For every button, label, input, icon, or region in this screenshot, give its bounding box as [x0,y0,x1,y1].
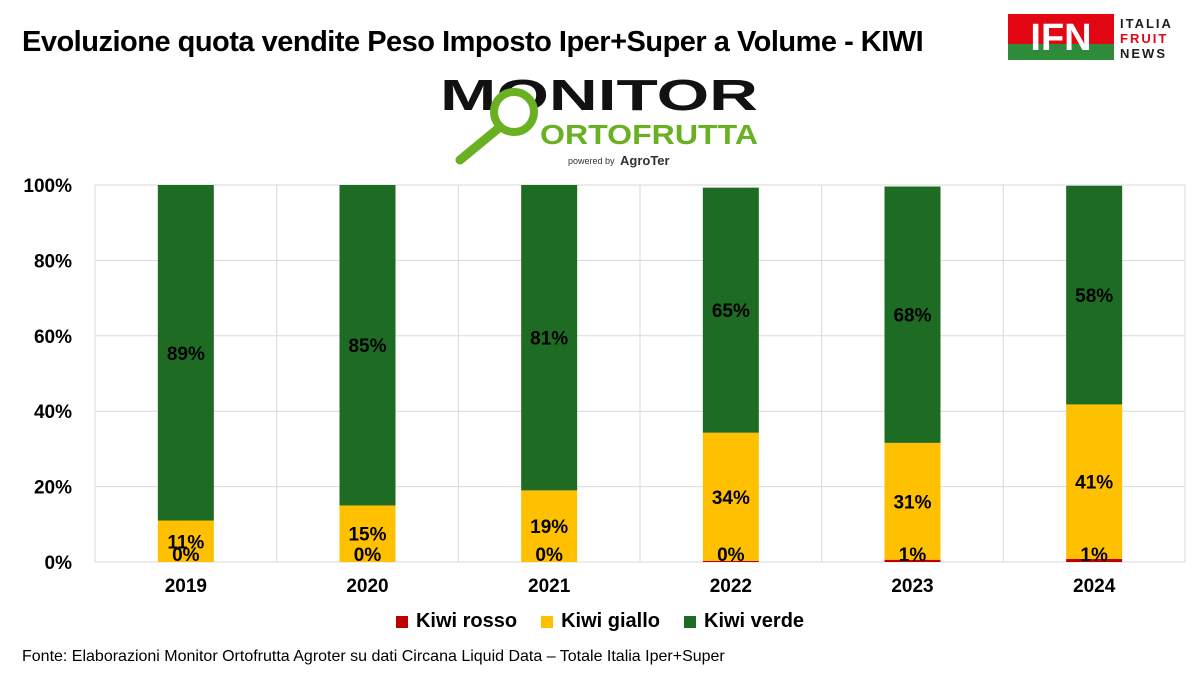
legend-item-kiwi-verde: Kiwi verde [684,610,804,633]
x-tick-label: 2022 [710,576,752,597]
legend-label: Kiwi giallo [561,610,660,632]
magnifier-handle [455,122,505,165]
data-label-kiwi-rosso: 1% [899,545,927,566]
magnifier-icon [490,88,538,136]
legend-item-kiwi-giallo: Kiwi giallo [541,610,660,633]
data-label-kiwi-rosso: 0% [354,545,382,566]
data-label-kiwi-giallo: 15% [348,525,386,546]
data-label-kiwi-giallo: 31% [893,492,931,513]
source-note: Fonte: Elaborazioni Monitor Ortofrutta A… [22,648,725,665]
bar-kiwi-giallo-2019 [157,520,214,562]
bar-kiwi-giallo-2024 [1066,404,1123,559]
bar-kiwi-rosso-2023 [884,559,941,562]
stacked-bar-chart: 0%20%40%60%80%100%0%11%89%20190%15%85%20… [23,176,1186,597]
ifn-logo: IFN ITALIA FRUIT NEWS [1008,14,1173,60]
y-tick-label: 20% [34,478,72,499]
data-label-kiwi-verde: 81% [530,329,568,350]
bar-kiwi-verde-2024 [1066,185,1123,405]
data-label-kiwi-giallo: 41% [1075,473,1113,494]
legend-label: Kiwi verde [704,610,805,632]
bar-kiwi-verde-2021 [521,185,578,491]
y-tick-label: 100% [23,176,72,197]
data-label-kiwi-verde: 58% [1075,286,1113,307]
ifn-logo-stripe [1008,44,1114,60]
data-label-kiwi-giallo: 34% [712,488,750,509]
y-tick-label: 60% [34,327,72,348]
bar-kiwi-giallo-2021 [521,490,578,562]
data-label-kiwi-verde: 89% [167,344,205,365]
y-tick-label: 40% [34,402,72,423]
data-label-kiwi-giallo: 19% [530,517,568,538]
y-tick-label: 0% [45,553,73,574]
x-tick-label: 2024 [1073,576,1116,597]
monitor-ortofrutta-logo: MONITOR ORTOFRUTTA powered by AgroTer [440,72,758,168]
ifn-logo-line-2: FRUIT [1120,31,1168,46]
bar-kiwi-verde-2023 [884,186,941,443]
ifn-logo-line-1: ITALIA [1120,16,1173,31]
monitor-word: MONITOR [440,72,758,120]
legend-swatch [684,615,696,628]
data-label-kiwi-rosso: 0% [717,545,745,566]
agroter-text: AgroTer [620,153,670,168]
x-tick-label: 2023 [891,576,933,597]
chart-title: Evoluzione quota vendite Peso Imposto Ip… [22,26,924,58]
legend-label: Kiwi rosso [415,610,518,632]
x-tick-label: 2021 [528,576,571,597]
data-label-kiwi-rosso: 0% [535,545,563,566]
legend-swatch [541,615,554,628]
chart-legend: Kiwi rosso Kiwi giallo Kiwi verde [0,610,1200,634]
bar-kiwi-giallo-2020 [339,505,396,562]
data-label-kiwi-verde: 68% [893,306,931,327]
x-tick-label: 2019 [165,576,207,597]
bar-kiwi-giallo-2023 [884,442,941,560]
ifn-logo-letters: IFN [1030,17,1091,59]
legend-item-kiwi-rosso: Kiwi rosso [395,610,518,633]
data-label-kiwi-verde: 85% [348,336,386,357]
bar-kiwi-verde-2022 [702,187,759,433]
y-tick-label: 80% [34,251,72,272]
bar-kiwi-giallo-2022 [702,432,759,561]
data-label-kiwi-verde: 65% [712,301,750,322]
data-label-kiwi-giallo: 11% [167,532,204,553]
powered-by-text: powered by [568,156,615,166]
ortofrutta-word: ORTOFRUTTA [540,119,758,150]
data-label-kiwi-rosso: 1% [1080,545,1108,566]
bar-kiwi-rosso-2022 [702,560,759,562]
bar-kiwi-verde-2020 [339,185,396,506]
data-label-kiwi-rosso: 0% [172,545,200,566]
ifn-logo-line-3: NEWS [1120,46,1167,60]
x-tick-label: 2020 [346,576,388,597]
bar-kiwi-rosso-2024 [1066,558,1123,562]
bar-kiwi-verde-2019 [157,185,214,521]
legend-swatch [395,615,408,628]
